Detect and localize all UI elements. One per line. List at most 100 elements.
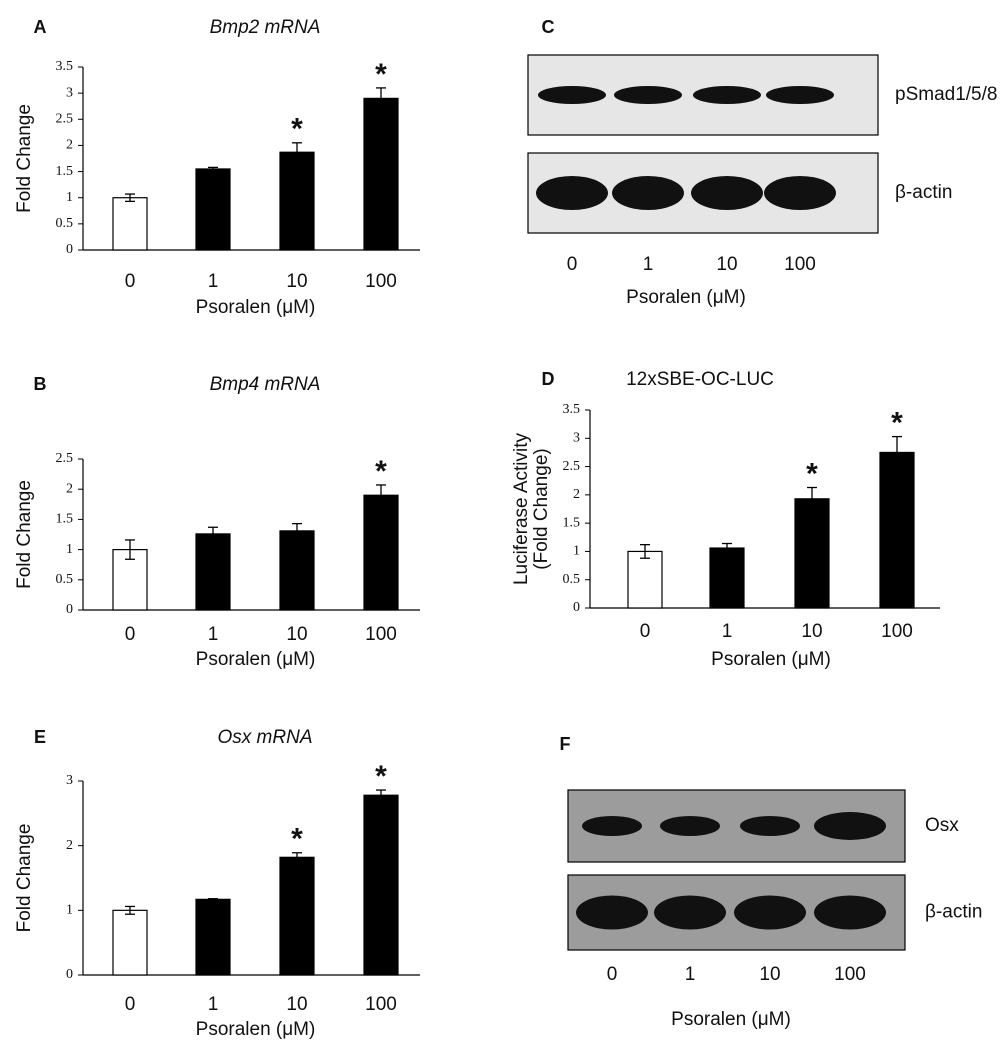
- panel-label: F: [560, 734, 571, 754]
- y-tick-label: 2.5: [563, 459, 581, 474]
- blot-band: [612, 176, 684, 210]
- y-axis-label: Fold Change: [14, 104, 35, 213]
- blot-band: [734, 895, 806, 930]
- bar: [627, 550, 663, 609]
- x-tick-label: 100: [784, 254, 816, 275]
- error-bar: [807, 486, 817, 511]
- bar: [363, 494, 399, 611]
- y-tick-label: 1.5: [56, 512, 74, 527]
- x-tick-label: 10: [286, 624, 307, 645]
- y-tick-label: 0: [66, 602, 73, 617]
- blot-band: [764, 176, 836, 210]
- y-tick-label: 1: [573, 544, 580, 559]
- blot-band: [740, 816, 800, 836]
- error-bar: [208, 166, 218, 172]
- chart-title: Bmp4 mRNA: [210, 374, 321, 395]
- y-tick-label: 2: [66, 138, 73, 153]
- x-tick-label: 0: [125, 624, 136, 645]
- y-tick-label: 0: [66, 242, 73, 257]
- y-tick-label: 2: [66, 481, 73, 496]
- bar: [879, 451, 915, 609]
- y-tick-label: 3: [66, 85, 73, 100]
- error-bar: [292, 852, 302, 863]
- blot-band: [814, 895, 886, 930]
- error-bar: [292, 522, 302, 539]
- y-tick-label: 3: [573, 431, 580, 446]
- bar: [363, 794, 399, 976]
- bar: [195, 168, 231, 251]
- bar: [195, 898, 231, 976]
- blot-band: [766, 86, 834, 104]
- x-axis-label: Psoralen (μM): [196, 297, 316, 318]
- chart-title: Bmp2 mRNA: [210, 17, 321, 38]
- significance-mark: *: [291, 823, 303, 856]
- blot-band: [536, 176, 608, 210]
- blot-band: [576, 895, 648, 930]
- x-tick-label: 10: [286, 994, 307, 1015]
- blot-band: [654, 895, 726, 930]
- y-tick-label: 0: [573, 600, 580, 615]
- error-bar: [376, 484, 386, 507]
- x-tick-label: 100: [365, 624, 397, 645]
- y-tick-label: 1: [66, 903, 73, 918]
- x-tick-label: 0: [640, 621, 651, 642]
- x-tick-label: 100: [365, 271, 397, 292]
- blot-row-label: Osx: [925, 815, 959, 836]
- x-tick-label: 1: [643, 254, 654, 275]
- x-tick-label: 0: [125, 271, 136, 292]
- y-tick-label: 2.5: [56, 112, 74, 127]
- blot-row-label: β-actin: [925, 902, 982, 923]
- panel-label: B: [34, 374, 47, 394]
- blot-band: [814, 812, 886, 840]
- blot-band: [693, 86, 761, 104]
- chart-title: 12xSBE-OC-LUC: [626, 369, 774, 390]
- x-axis-label: Psoralen (μM): [711, 649, 831, 670]
- blot-band: [582, 816, 642, 836]
- bar: [709, 547, 745, 609]
- error-bar: [376, 87, 386, 110]
- error-bar: [125, 193, 135, 203]
- y-tick-label: 0.5: [56, 216, 74, 231]
- error-bar: [125, 539, 135, 560]
- x-tick-label: 1: [208, 271, 219, 292]
- x-axis-label: Psoralen (μM): [671, 1009, 791, 1030]
- error-bar: [376, 789, 386, 802]
- blot-band: [614, 86, 682, 104]
- significance-mark: *: [375, 455, 387, 488]
- x-tick-label: 10: [716, 254, 737, 275]
- blot-band: [538, 86, 606, 104]
- error-bar: [208, 526, 218, 542]
- blot-row-label: β-actin: [895, 182, 952, 203]
- bar: [794, 498, 830, 609]
- y-tick-label: 0.5: [563, 572, 581, 587]
- y-tick-label: 2: [573, 487, 580, 502]
- x-axis-label: Psoralen (μM): [196, 649, 316, 670]
- y-tick-label: 0: [66, 967, 73, 982]
- y-tick-label: 1.5: [563, 515, 581, 530]
- error-bar: [125, 905, 135, 915]
- y-tick-label: 2: [66, 838, 73, 853]
- y-axis-label: (Fold Change): [531, 448, 552, 569]
- y-tick-label: 1.5: [56, 164, 74, 179]
- significance-mark: *: [891, 407, 903, 440]
- blot-band: [660, 816, 720, 836]
- error-bar: [208, 898, 218, 901]
- x-axis-label: Psoralen (μM): [626, 287, 746, 308]
- error-bar: [892, 435, 902, 469]
- error-bar: [640, 543, 650, 559]
- y-tick-label: 3.5: [563, 402, 581, 417]
- y-axis-label: Fold Change: [14, 480, 35, 589]
- x-tick-label: 0: [567, 254, 578, 275]
- panel-label: C: [542, 17, 555, 37]
- error-bar: [722, 542, 732, 554]
- error-bar: [292, 142, 302, 163]
- x-axis-label: Psoralen (μM): [196, 1019, 316, 1040]
- bar: [279, 530, 315, 611]
- x-tick-label: 0: [125, 994, 136, 1015]
- significance-mark: *: [806, 457, 818, 490]
- x-tick-label: 1: [722, 621, 733, 642]
- x-tick-label: 1: [208, 624, 219, 645]
- significance-mark: *: [375, 760, 387, 793]
- chart-title: Osx mRNA: [218, 727, 313, 748]
